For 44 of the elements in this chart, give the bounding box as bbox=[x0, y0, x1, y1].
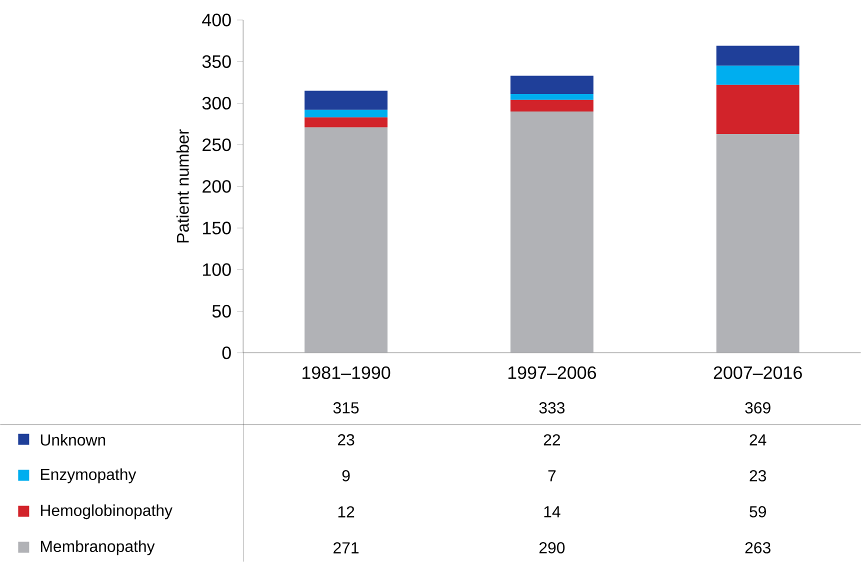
y-tick-label: 150 bbox=[203, 222, 231, 234]
data-label: 23 bbox=[338, 434, 354, 446]
bar bbox=[716, 66, 800, 85]
data-label: 59 bbox=[750, 506, 766, 518]
legend-label: Hemoglobinopathy bbox=[41, 504, 172, 520]
bar bbox=[716, 46, 800, 66]
bar bbox=[304, 127, 388, 353]
y-tick-label: 0 bbox=[222, 346, 231, 360]
data-label: 12 bbox=[338, 506, 354, 518]
total-label: 333 bbox=[539, 402, 565, 414]
bar bbox=[716, 84, 800, 134]
bar bbox=[510, 100, 594, 112]
bar bbox=[304, 117, 388, 128]
bar bbox=[510, 76, 594, 94]
x-tick-label: 2007–2016 bbox=[714, 366, 802, 380]
y-tick-label: 250 bbox=[202, 138, 231, 152]
bar bbox=[716, 134, 800, 353]
data-label: 24 bbox=[750, 434, 766, 446]
y-tick-label: 200 bbox=[202, 180, 231, 193]
data-label: 9 bbox=[342, 470, 350, 482]
legend-label: Membranopathy bbox=[41, 540, 155, 556]
data-label: 263 bbox=[745, 542, 770, 554]
legend-label: Enzymopathy bbox=[41, 468, 136, 484]
legend-label: Unknown bbox=[40, 434, 106, 446]
data-label: 14 bbox=[544, 506, 560, 518]
data-label: 23 bbox=[750, 470, 766, 482]
bar bbox=[304, 90, 388, 110]
x-tick-label: 1981–1990 bbox=[302, 366, 390, 380]
y-axis-title: Patient number bbox=[176, 129, 189, 242]
y-tick-label: 100 bbox=[203, 263, 231, 276]
y-tick-label: 350 bbox=[202, 55, 231, 68]
total-label: 369 bbox=[745, 402, 770, 414]
bar bbox=[510, 94, 594, 100]
bar bbox=[510, 112, 594, 353]
data-label: 271 bbox=[334, 542, 359, 554]
y-tick-label: 400 bbox=[202, 14, 231, 26]
x-tick-label: 1997–2006 bbox=[508, 366, 596, 380]
data-label: 22 bbox=[544, 434, 560, 446]
y-tick-label: 300 bbox=[202, 96, 231, 110]
data-label: 7 bbox=[548, 470, 556, 482]
bar bbox=[304, 110, 388, 118]
data-label: 290 bbox=[539, 542, 565, 554]
total-label: 315 bbox=[333, 402, 359, 414]
y-tick-label: 50 bbox=[212, 304, 231, 318]
